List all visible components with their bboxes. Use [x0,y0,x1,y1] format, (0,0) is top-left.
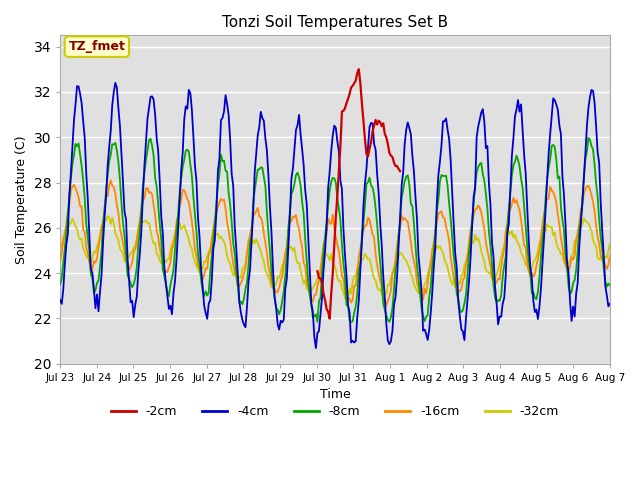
X-axis label: Time: Time [319,388,351,401]
Legend: -2cm, -4cm, -8cm, -16cm, -32cm: -2cm, -4cm, -8cm, -16cm, -32cm [106,400,564,423]
Title: Tonzi Soil Temperatures Set B: Tonzi Soil Temperatures Set B [222,15,448,30]
Text: TZ_fmet: TZ_fmet [68,40,125,53]
Y-axis label: Soil Temperature (C): Soil Temperature (C) [15,135,28,264]
